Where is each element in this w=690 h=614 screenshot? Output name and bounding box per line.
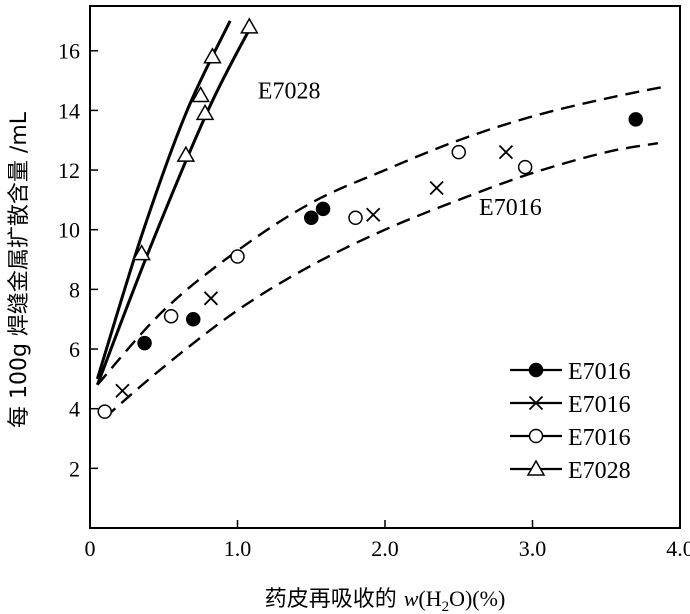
y-tick-label: 2	[69, 456, 80, 481]
solid-fit-curve	[95, 20, 232, 380]
data-point-open-triangle	[132, 244, 151, 261]
y-tick-label: 6	[69, 337, 80, 362]
data-point-open-triangle	[191, 85, 210, 103]
x-axis-title: 药皮再吸收的 w(H2O)(%)	[265, 586, 506, 614]
legend-marker-cross	[528, 395, 544, 411]
data-point-open-triangle	[195, 103, 215, 121]
y-tick-label: 4	[69, 397, 80, 422]
y-tick-label: 14	[58, 98, 80, 123]
x-tick-label: 1.0	[224, 536, 252, 561]
legend-marker-open-triangle	[526, 459, 546, 476]
x-tick-label: 0	[85, 536, 96, 561]
data-point-cross	[115, 383, 130, 398]
data-point-filled-circle	[186, 311, 201, 327]
series-annotation: E7028	[258, 78, 321, 104]
data-point-open-circle	[348, 210, 363, 226]
x-tick-label: 2.0	[371, 536, 399, 561]
data-point-cross	[498, 145, 514, 160]
data-point-open-circle	[517, 159, 533, 175]
data-point-open-circle	[97, 404, 112, 419]
data-point-open-circle	[451, 144, 466, 160]
annotations: E7028 E7016	[258, 78, 542, 220]
legend: E7016 E7016 E7016 E7028	[510, 359, 631, 484]
data-point-open-triangle	[176, 145, 196, 162]
data-point-open-triangle	[203, 47, 222, 64]
y-tick-label: 8	[69, 277, 80, 302]
y-tick-label: 12	[58, 158, 80, 183]
legend-label: E7016	[568, 425, 631, 451]
data-point-open-triangle	[240, 17, 259, 34]
data-points	[97, 17, 643, 419]
fitted-curves	[95, 20, 666, 419]
axis-ticks: 0 1.0 2.0 3.0 4.0 2 4 6 8 10 12 14 16	[58, 39, 690, 561]
legend-marker-open-circle	[528, 428, 544, 444]
data-point-filled-circle	[628, 112, 643, 127]
data-point-cross	[429, 180, 444, 196]
legend-label: E7016	[568, 392, 631, 418]
data-point-open-circle	[230, 249, 245, 264]
legend-label: E7028	[568, 458, 631, 484]
data-point-cross	[366, 207, 381, 222]
data-point-filled-circle	[315, 201, 331, 217]
y-tick-label: 10	[58, 218, 80, 243]
solid-fit-curve	[96, 23, 254, 386]
data-point-cross	[203, 291, 219, 306]
y-tick-label: 16	[58, 39, 80, 64]
data-point-filled-circle	[137, 335, 152, 351]
dashed-band-curve	[104, 142, 659, 419]
x-tick-label: 3.0	[519, 536, 547, 561]
legend-marker-filled-circle	[528, 362, 544, 378]
data-point-open-circle	[163, 308, 179, 324]
legend-label: E7016	[568, 359, 631, 385]
x-tick-label: 4.0	[666, 536, 690, 561]
dashed-band-curve	[96, 85, 666, 386]
y-axis-title: 每 100g 焊缝金属扩散含量 /mL	[7, 111, 32, 428]
data-point-filled-circle	[304, 210, 319, 226]
x-axis-title-variable: w	[404, 586, 419, 611]
series-annotation: E7016	[479, 195, 542, 221]
